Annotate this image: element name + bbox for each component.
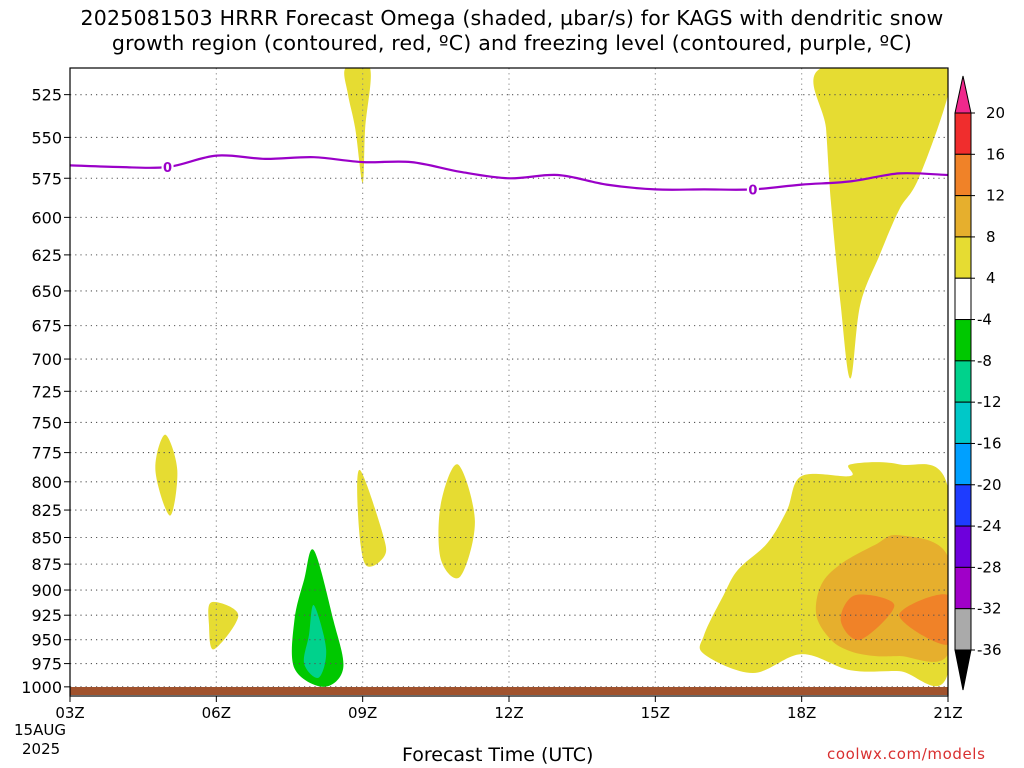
colorbar: 20 16 12 8 4 -4 -8 -12 -16 -20 -24 -28 -32 -36 (954, 75, 1005, 691)
omega-4-8-blob-0545z (208, 601, 239, 650)
y-tick-label: 725 (31, 382, 62, 401)
y-tick-label: 775 (31, 444, 62, 463)
date-year-label: 2025 (22, 740, 60, 758)
colorbar-segment (954, 195, 972, 238)
x-axis-ticks: 03Z 06Z 09Z 12Z 15Z 18Z 21Z (55, 696, 963, 722)
x-tick-label: 18Z (787, 704, 816, 722)
omega-12-16-1915z (840, 594, 895, 640)
colorbar-label: 16 (986, 145, 1005, 163)
y-tick-label: 700 (31, 350, 62, 369)
omega-12-16-21z (899, 594, 948, 645)
colorbar-label: -24 (977, 517, 1002, 535)
omega-4-8-blob-11z (438, 464, 475, 579)
colorbar-label: 8 (986, 228, 996, 246)
x-tick-label: 12Z (494, 704, 523, 722)
colorbar-segment (954, 153, 972, 197)
colorbar-label: 12 (986, 187, 1005, 205)
x-tick-label: 21Z (933, 704, 962, 722)
colorbar-label: -36 (977, 641, 1002, 659)
freezing-level-label: 0 (748, 183, 757, 198)
colorbar-segment (954, 525, 972, 568)
freezing-level-label: 0 (163, 161, 172, 176)
y-tick-label: 1000 (21, 678, 62, 697)
freezing-level-line: 00 (70, 154, 948, 198)
omega-4-8-upper-right (813, 68, 948, 379)
freezing-level-contour (70, 154, 948, 191)
colorbar-segment (954, 236, 972, 279)
credit-text: coolwx.com/models (827, 745, 986, 763)
colorbar-segment (954, 319, 972, 362)
y-tick-label: 850 (31, 528, 62, 547)
colorbar-bottom-triangle (954, 649, 972, 691)
y-tick-label: 925 (31, 606, 62, 625)
y-tick-label: 600 (31, 208, 62, 227)
colorbar-label: 4 (986, 269, 996, 287)
title-line-2: growth region (contoured, red, ºC) and f… (111, 31, 913, 55)
colorbar-segment (954, 608, 972, 651)
colorbar-segment (954, 277, 972, 321)
date-day-label: 15AUG (14, 721, 66, 739)
colorbar-label: -16 (977, 434, 1002, 452)
colorbar-segment (954, 442, 972, 486)
y-tick-label: 575 (31, 169, 62, 188)
y-tick-label: 750 (31, 413, 62, 432)
grid-lines (70, 68, 948, 696)
y-tick-label: 900 (31, 581, 62, 600)
colorbar-segment (954, 401, 972, 444)
y-tick-label: 675 (31, 317, 62, 336)
omega-4-8-top-spike (344, 68, 371, 183)
omega-4-8-blob-09z (357, 469, 387, 567)
x-tick-label: 06Z (202, 704, 231, 722)
colorbar-label: -8 (977, 352, 992, 370)
chart-title: 2025081503 HRRR Forecast Omega (shaded, … (0, 6, 1024, 56)
y-tick-label: 525 (31, 86, 62, 105)
title-line-1: 2025081503 HRRR Forecast Omega (shaded, … (80, 6, 944, 30)
contour-label-bg (161, 159, 174, 173)
colorbar-top-triangle (954, 75, 972, 114)
y-tick-label: 975 (31, 655, 62, 674)
y-tick-label: 625 (31, 246, 62, 265)
y-tick-label: 550 (31, 128, 62, 147)
y-tick-label: 875 (31, 555, 62, 574)
y-axis-ticks: 525 550 575 600 625 650 675 700 725 750 775 800 825 8… (21, 86, 70, 697)
omega-neg8-neg12 (303, 605, 327, 678)
contour-label-bg (746, 182, 759, 196)
x-tick-label: 03Z (55, 704, 84, 722)
colorbar-label: -32 (977, 600, 1002, 618)
colorbar-label: -20 (977, 476, 1002, 494)
colorbar-label: -12 (977, 393, 1002, 411)
y-tick-label: 950 (31, 631, 62, 650)
x-axis-title: Forecast Time (UTC) (402, 744, 594, 766)
colorbar-segment (954, 360, 972, 403)
colorbar-segment (954, 484, 972, 527)
omega-4-8-blob-05z (155, 434, 178, 516)
colorbar-label: -4 (977, 311, 992, 329)
y-tick-label: 650 (31, 282, 62, 301)
x-tick-label: 09Z (348, 704, 377, 722)
y-tick-label: 825 (31, 501, 62, 520)
colorbar-segment (954, 112, 972, 155)
omega-regions (155, 68, 948, 687)
colorbar-label: 20 (986, 104, 1005, 122)
x-tick-label: 15Z (641, 704, 670, 722)
terrain-bar (70, 687, 948, 695)
y-tick-label: 800 (31, 473, 62, 492)
colorbar-label: -28 (977, 558, 1002, 576)
colorbar-segment (954, 566, 972, 610)
